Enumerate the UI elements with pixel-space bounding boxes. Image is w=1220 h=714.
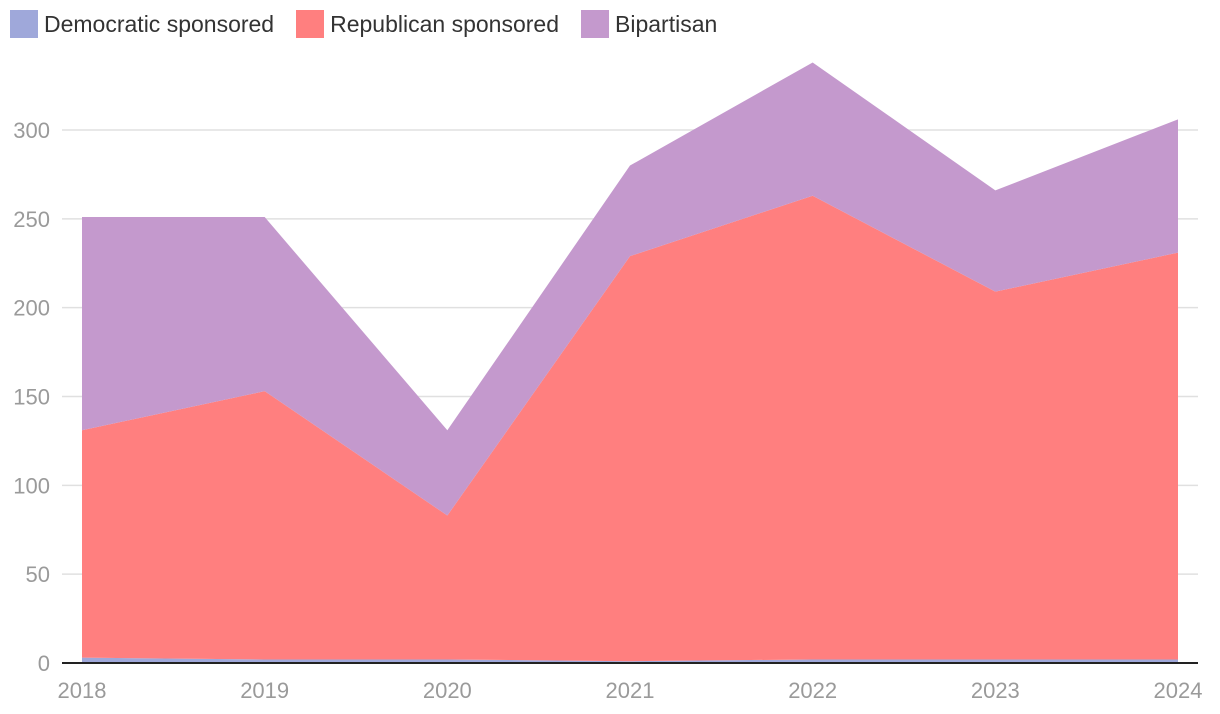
legend-label-democratic: Democratic sponsored bbox=[44, 10, 275, 37]
legend-item-bipartisan[interactable]: Bipartisan bbox=[581, 10, 717, 38]
x-tick-label: 2020 bbox=[423, 678, 472, 703]
legend-label-republican: Republican sponsored bbox=[330, 10, 559, 37]
y-tick-label: 150 bbox=[13, 384, 50, 409]
legend-label-bipartisan: Bipartisan bbox=[615, 10, 718, 37]
legend: Democratic sponsored Republican sponsore… bbox=[10, 10, 739, 38]
y-tick-label: 100 bbox=[13, 473, 50, 498]
area-bipartisan[interactable] bbox=[82, 62, 1178, 516]
legend-swatch-bipartisan bbox=[581, 10, 609, 38]
legend-item-democratic[interactable]: Democratic sponsored bbox=[10, 10, 274, 38]
area-democratic-sponsored[interactable] bbox=[82, 657, 1178, 663]
legend-item-republican[interactable]: Republican sponsored bbox=[296, 10, 559, 38]
y-tick-label: 300 bbox=[13, 118, 50, 143]
x-tick-label: 2021 bbox=[606, 678, 655, 703]
x-tick-label: 2022 bbox=[788, 678, 837, 703]
x-tick-label: 2018 bbox=[58, 678, 107, 703]
x-tick-label: 2023 bbox=[971, 678, 1020, 703]
area-series bbox=[82, 62, 1178, 663]
y-tick-label: 0 bbox=[38, 651, 50, 676]
x-tick-label: 2024 bbox=[1154, 678, 1203, 703]
legend-swatch-democratic bbox=[10, 10, 38, 38]
x-tick-label: 2019 bbox=[240, 678, 289, 703]
y-tick-label: 250 bbox=[13, 207, 50, 232]
axes: 0 50 100 150 200 250 300 2018 2019 2020 2021 2022 20… bbox=[13, 118, 1202, 703]
y-tick-label: 50 bbox=[26, 562, 50, 587]
area-republican-sponsored[interactable] bbox=[82, 195, 1178, 662]
legend-swatch-republican bbox=[296, 10, 325, 38]
y-tick-label: 200 bbox=[13, 296, 50, 321]
